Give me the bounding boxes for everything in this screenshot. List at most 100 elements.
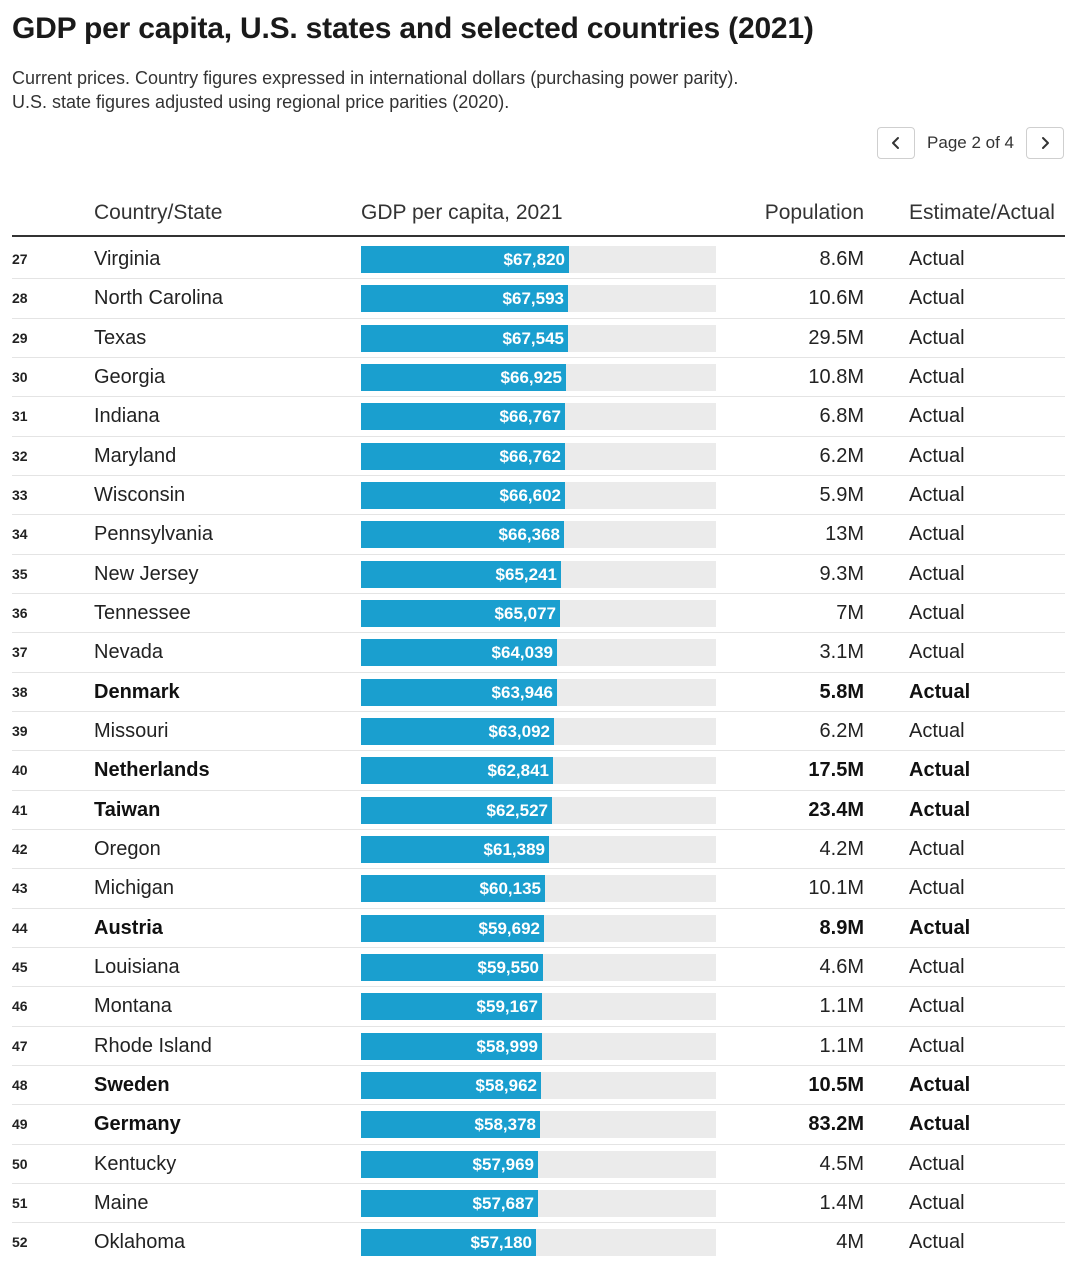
estimate-actual-value: Actual	[909, 444, 965, 467]
estimate-actual-value: Actual	[909, 365, 965, 388]
table-row: 46 Montana $59,167 1.1M Actual	[12, 987, 1065, 1027]
rank-label: 37	[12, 644, 28, 661]
rank-label: 49	[12, 1116, 28, 1133]
rank-label: 27	[12, 251, 28, 267]
gdp-bar-track: $57,969	[361, 1150, 716, 1178]
population-value: 4.5M	[819, 1152, 864, 1175]
country-state-name: Tennessee	[94, 601, 191, 624]
column-header-estimate-actual[interactable]: Estimate/Actual	[909, 201, 1055, 224]
country-state-name: Louisiana	[94, 955, 180, 978]
gdp-bar-track: $62,527	[361, 796, 716, 824]
table-row: 50 Kentucky $57,969 4.5M Actual	[12, 1145, 1065, 1184]
rank-label: 34	[12, 526, 28, 543]
table-row: 39 Missouri $63,092 6.2M Actual	[12, 712, 1065, 752]
country-state-name: Montana	[94, 995, 172, 1018]
gdp-bar: $62,527	[361, 796, 552, 824]
table-row: 32 Maryland $66,762 6.2M Actual	[12, 437, 1065, 476]
gdp-value-label: $67,593	[502, 289, 564, 309]
table-row: 49 Germany $58,378 83.2M Actual	[12, 1105, 1065, 1145]
country-state-name: Sweden	[94, 1073, 170, 1096]
next-page-button[interactable]	[1026, 127, 1064, 159]
rank-label: 43	[12, 880, 28, 897]
country-state-name: Texas	[94, 326, 147, 349]
population-value: 13M	[825, 523, 864, 546]
rank-label: 29	[12, 329, 28, 346]
gdp-bar: $58,999	[361, 1032, 542, 1060]
estimate-actual-value: Actual	[909, 680, 971, 703]
population-value: 10.8M	[808, 365, 864, 388]
table-body: 27 Virginia $67,820 8.6M Actual 28 North Carol…	[12, 240, 1065, 1263]
table-row: 29 Texas $67,545 29.5M Actual	[12, 319, 1065, 358]
gdp-value-label: $59,167	[476, 997, 538, 1017]
country-state-name: Netherlands	[94, 759, 210, 782]
column-header-country-state[interactable]: Country/State	[94, 201, 223, 224]
table-row: 35 New Jersey $65,241 9.3M Actual	[12, 555, 1065, 594]
population-value: 5.8M	[819, 680, 864, 703]
gdp-bar: $59,550	[361, 953, 543, 981]
gdp-bar: $57,180	[361, 1229, 536, 1257]
rank-label: 52	[12, 1234, 28, 1251]
previous-page-button[interactable]	[877, 127, 916, 159]
gdp-bar: $65,077	[361, 599, 560, 627]
population-value: 8.6M	[819, 248, 864, 270]
population-value: 7M	[836, 601, 864, 624]
gdp-value-label: $57,180	[470, 1233, 532, 1253]
table-row: 48 Sweden $58,962 10.5M Actual	[12, 1066, 1065, 1106]
estimate-actual-value: Actual	[909, 601, 965, 624]
population-value: 83.2M	[808, 1113, 864, 1136]
table-row: 31 Indiana $66,767 6.8M Actual	[12, 397, 1065, 437]
rank-label: 36	[12, 604, 28, 621]
column-header-population[interactable]: Population	[764, 201, 864, 224]
estimate-actual-value: Actual	[909, 1231, 965, 1254]
gdp-bar: $60,135	[361, 875, 545, 903]
gdp-bar-track: $58,999	[361, 1032, 716, 1060]
table-row: 38 Denmark $63,946 5.8M Actual	[12, 673, 1065, 712]
gdp-bar-track: $59,550	[361, 953, 716, 981]
gdp-value-label: $61,389	[483, 839, 545, 859]
country-state-name: Oregon	[94, 837, 161, 860]
gdp-bar-track: $66,368	[361, 521, 716, 549]
rank-label: 30	[12, 368, 28, 385]
gdp-value-label: $63,092	[488, 721, 550, 741]
column-header-gdp[interactable]: GDP per capita, 2021	[361, 201, 563, 224]
gdp-bar-track: $66,767	[361, 403, 716, 431]
gdp-bar-track: $67,545	[361, 324, 716, 352]
population-value: 6.8M	[819, 405, 864, 428]
estimate-actual-value: Actual	[909, 248, 965, 270]
gdp-bar: $57,687	[361, 1189, 538, 1217]
pagination: Page 2 of 4	[877, 126, 1064, 160]
estimate-actual-value: Actual	[909, 1034, 965, 1057]
country-state-name: Denmark	[94, 680, 180, 703]
country-state-name: Kentucky	[94, 1152, 177, 1175]
country-state-name: North Carolina	[94, 287, 223, 310]
table-row: 52 Oklahoma $57,180 4M Actual	[12, 1223, 1065, 1262]
gdp-value-label: $66,925	[500, 367, 562, 387]
gdp-bar: $57,969	[361, 1150, 538, 1178]
estimate-actual-value: Actual	[909, 287, 965, 310]
gdp-value-label: $66,602	[499, 485, 561, 505]
population-value: 5.9M	[819, 483, 864, 506]
rank-label: 35	[12, 565, 28, 582]
estimate-actual-value: Actual	[909, 1113, 971, 1136]
table-row: 27 Virginia $67,820 8.6M Actual	[12, 240, 1065, 280]
gdp-bar: $67,593	[361, 285, 568, 313]
population-value: 10.1M	[808, 877, 864, 900]
estimate-actual-value: Actual	[909, 1073, 971, 1096]
table-row: 33 Wisconsin $66,602 5.9M Actual	[12, 476, 1065, 516]
gdp-value-label: $57,969	[472, 1154, 534, 1174]
gdp-bar: $61,389	[361, 835, 549, 863]
gdp-value-label: $66,767	[499, 407, 561, 427]
population-value: 1.4M	[819, 1191, 864, 1214]
chart-title: GDP per capita, U.S. states and selected…	[12, 12, 814, 45]
population-value: 6.2M	[819, 719, 864, 742]
gdp-value-label: $60,135	[479, 879, 541, 899]
rank-label: 41	[12, 801, 28, 818]
gdp-bar: $66,925	[361, 363, 566, 391]
gdp-bar: $66,767	[361, 403, 565, 431]
gdp-value-label: $62,841	[487, 761, 549, 781]
rank-label: 42	[12, 840, 28, 857]
estimate-actual-value: Actual	[909, 877, 965, 900]
estimate-actual-value: Actual	[909, 759, 971, 782]
rank-label: 31	[12, 408, 28, 425]
gdp-bar-track: $62,841	[361, 757, 716, 785]
